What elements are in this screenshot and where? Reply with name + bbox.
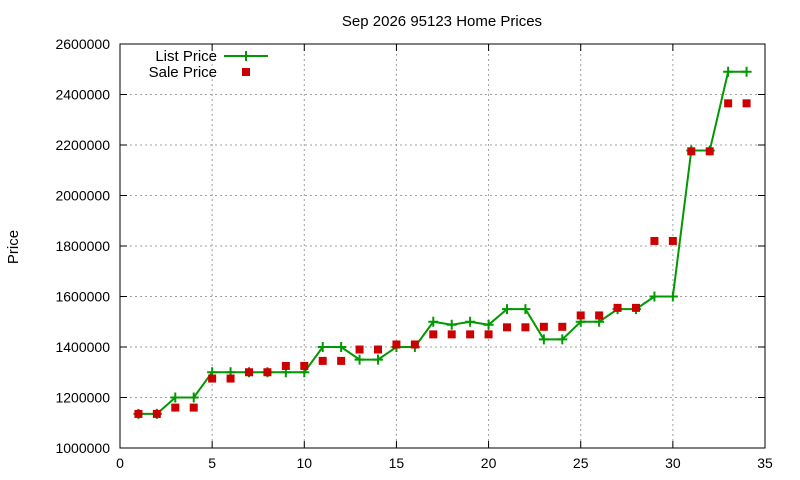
sale-price-point — [650, 236, 659, 245]
sale-price-point — [447, 330, 456, 339]
y-tick-label: 2200000 — [55, 137, 110, 153]
sale-price-point — [705, 147, 714, 156]
sale-price-point — [318, 356, 327, 365]
sale-price-point — [410, 340, 419, 349]
y-tick-label: 1800000 — [55, 238, 110, 254]
data-series — [133, 66, 752, 419]
sale-price-point — [632, 303, 640, 312]
list-price-point — [373, 354, 383, 365]
sale-price-point — [152, 409, 161, 418]
sale-price-point — [724, 99, 733, 108]
legend-swatch-sale-price-marker — [242, 68, 250, 76]
list-price-point — [354, 354, 365, 365]
sale-price-point — [300, 361, 309, 370]
list-price-line — [138, 70, 747, 415]
sale-price-point — [355, 345, 364, 354]
sale-price-point — [392, 340, 401, 349]
list-price-point — [723, 66, 734, 77]
legend: List Price Sale Price — [149, 48, 268, 81]
sale-price-point — [595, 311, 604, 320]
x-tick-label: 20 — [481, 455, 497, 471]
y-tick-label: 1200000 — [55, 390, 110, 406]
y-tick-label: 2600000 — [55, 36, 110, 52]
list-price-point — [502, 304, 512, 315]
sale-price-point — [281, 361, 290, 370]
list-price-point — [428, 316, 439, 327]
sale-price-point — [171, 403, 180, 412]
legend-swatch-list-price-marker — [241, 51, 251, 61]
sale-price-point — [687, 147, 696, 156]
list-price-point — [170, 392, 181, 403]
sale-price-point — [374, 345, 382, 354]
sale-price-point — [134, 409, 143, 418]
sale-price-point — [245, 368, 253, 377]
sale-price-point — [576, 311, 585, 320]
sale-price-point — [337, 356, 346, 365]
x-tick-label: 10 — [296, 455, 312, 471]
sale-price-point — [668, 236, 677, 245]
chart-title: Sep 2026 95123 Home Prices — [342, 13, 542, 30]
list-price-point — [741, 66, 752, 77]
list-price-point — [557, 334, 568, 345]
y-tick-label: 1400000 — [55, 339, 110, 355]
list-price-point — [649, 291, 660, 302]
x-tick-label: 30 — [665, 455, 681, 471]
sale-price-point — [466, 330, 475, 339]
sale-price-point — [521, 323, 530, 332]
list-price-point — [336, 342, 347, 352]
list-price-point — [520, 304, 531, 315]
x-tick-label: 35 — [757, 455, 773, 471]
y-axis-label: Price — [5, 230, 22, 264]
list-price-point — [465, 316, 476, 327]
list-price-point — [317, 342, 328, 352]
y-tick-label: 2000000 — [55, 188, 110, 204]
sale-price-point — [503, 323, 511, 332]
sale-price-point — [613, 303, 622, 312]
sale-price-point — [484, 330, 493, 339]
legend-label-sale-price: Sale Price — [149, 64, 217, 81]
sale-price-point — [263, 368, 272, 377]
x-tick-label: 15 — [389, 455, 405, 471]
list-price-point — [188, 392, 199, 403]
sale-price-point — [558, 322, 567, 331]
list-price-point — [538, 334, 549, 345]
axis-ticks: 0 5 10 15 20 25 30 35 1000000 1200000 1400000 16000… — [55, 36, 773, 471]
sale-price-point — [226, 374, 235, 383]
list-price-point — [667, 291, 678, 302]
x-tick-label: 5 — [208, 455, 216, 471]
y-tick-label: 1600000 — [55, 289, 110, 305]
sale-price-point — [539, 322, 548, 331]
x-tick-label: 0 — [116, 455, 124, 471]
sale-price-point — [189, 403, 198, 412]
y-tick-label: 1000000 — [55, 440, 110, 456]
list-price-point — [483, 319, 494, 330]
x-tick-label: 25 — [573, 455, 589, 471]
y-tick-label: 2400000 — [55, 87, 110, 103]
sale-price-point — [742, 99, 751, 108]
list-price-point — [446, 319, 457, 330]
sale-price-point — [429, 330, 438, 339]
sale-price-point — [208, 374, 217, 383]
legend-label-list-price: List Price — [155, 48, 217, 65]
gridlines — [120, 44, 765, 448]
